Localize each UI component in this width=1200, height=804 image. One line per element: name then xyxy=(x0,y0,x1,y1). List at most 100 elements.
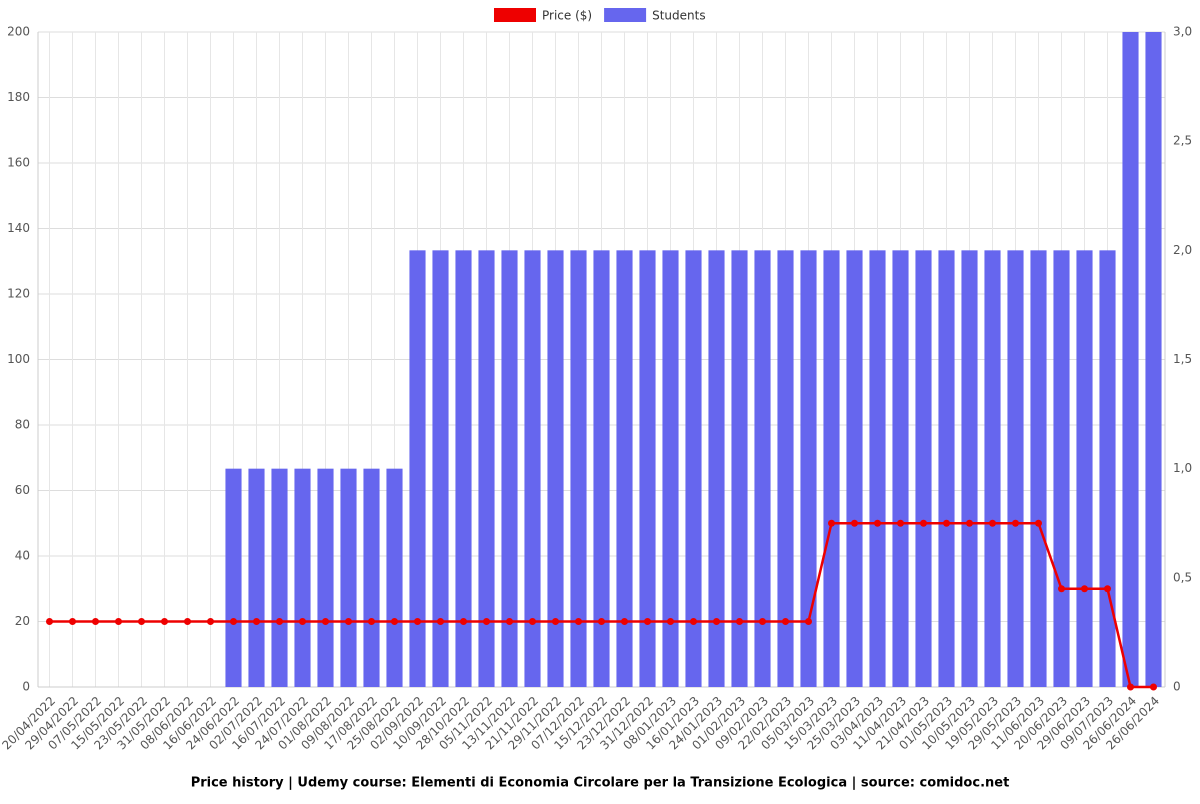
y-tick-label: 160 xyxy=(7,156,30,170)
y2-tick-label: 0 xyxy=(1173,680,1181,694)
y2-tick-label: 1,5 xyxy=(1173,352,1192,366)
bar xyxy=(708,250,725,688)
y2-tick-label: 2,0 xyxy=(1173,243,1192,257)
bar xyxy=(294,468,311,687)
price-point xyxy=(805,618,812,625)
y-tick-label: 80 xyxy=(15,418,30,432)
bar xyxy=(386,468,403,687)
price-point xyxy=(713,618,720,625)
bar xyxy=(225,468,242,687)
price-point xyxy=(437,618,444,625)
y2-tick-label: 3,0 xyxy=(1173,25,1192,39)
bar xyxy=(593,250,610,688)
price-point xyxy=(230,618,237,625)
bar xyxy=(915,250,932,688)
bar xyxy=(409,250,426,688)
bar xyxy=(823,250,840,688)
legend-swatch xyxy=(494,8,536,22)
price-point xyxy=(483,618,490,625)
price-point xyxy=(414,618,421,625)
price-point xyxy=(759,618,766,625)
price-point xyxy=(1150,683,1157,691)
price-point xyxy=(161,618,168,625)
price-point xyxy=(46,618,53,625)
bar xyxy=(846,250,863,688)
y-tick-label: 140 xyxy=(7,221,30,235)
y2-tick-label: 1,0 xyxy=(1173,461,1192,475)
bar xyxy=(1122,32,1139,687)
price-point xyxy=(874,519,881,527)
price-point xyxy=(299,618,306,625)
price-point xyxy=(989,519,996,527)
price-point xyxy=(1127,683,1134,691)
price-point xyxy=(575,618,582,625)
legend-label: Students xyxy=(652,9,706,23)
bar xyxy=(984,250,1001,688)
y2-tick-label: 2,5 xyxy=(1173,134,1192,148)
y-tick-label: 200 xyxy=(7,25,30,39)
price-point xyxy=(276,618,283,625)
price-point xyxy=(736,618,743,625)
price-point xyxy=(920,519,927,527)
price-point xyxy=(529,618,536,625)
bar xyxy=(1053,250,1070,688)
price-point xyxy=(69,618,76,625)
bar xyxy=(800,250,817,688)
legend-swatch xyxy=(604,8,647,22)
bar xyxy=(662,250,679,688)
price-point xyxy=(1104,585,1111,593)
price-point xyxy=(1035,519,1042,527)
price-point xyxy=(138,618,145,625)
price-point xyxy=(184,618,191,625)
bar xyxy=(1099,250,1116,688)
bar xyxy=(432,250,449,688)
bar xyxy=(938,250,955,688)
price-point xyxy=(345,618,352,625)
y-tick-label: 20 xyxy=(15,614,30,628)
bar xyxy=(501,250,518,688)
bar xyxy=(639,250,656,688)
price-point xyxy=(851,519,858,527)
bar xyxy=(271,468,288,687)
bar xyxy=(1030,250,1047,688)
y-tick-label: 180 xyxy=(7,90,30,104)
price-point xyxy=(782,618,789,625)
price-point xyxy=(1081,585,1088,593)
bar xyxy=(892,250,909,688)
price-point xyxy=(1012,519,1019,527)
bar xyxy=(455,250,472,688)
price-point xyxy=(92,618,99,625)
bar xyxy=(1076,250,1093,688)
price-point xyxy=(368,618,375,625)
price-point xyxy=(966,519,973,527)
bar xyxy=(616,250,633,688)
price-point xyxy=(552,618,559,625)
price-point xyxy=(322,618,329,625)
price-point xyxy=(460,618,467,625)
bar xyxy=(248,468,265,687)
price-point xyxy=(667,618,674,625)
bar xyxy=(777,250,794,688)
price-point xyxy=(207,618,214,625)
bar xyxy=(317,468,334,687)
price-point xyxy=(943,519,950,527)
chart-title: Price history | Udemy course: Elementi d… xyxy=(191,776,1010,791)
price-point xyxy=(115,618,122,625)
price-point xyxy=(506,618,513,625)
price-point xyxy=(828,519,835,527)
bar xyxy=(1145,32,1162,687)
legend-label: Price ($) xyxy=(542,9,592,23)
y2-tick-label: 0,5 xyxy=(1173,570,1192,584)
y-tick-label: 40 xyxy=(15,549,30,563)
bar xyxy=(570,250,587,688)
bar xyxy=(731,250,748,688)
bar xyxy=(1007,250,1024,688)
bar xyxy=(869,250,886,688)
bar xyxy=(363,468,380,687)
price-point xyxy=(644,618,651,625)
y-tick-label: 0 xyxy=(22,680,30,694)
bar xyxy=(961,250,978,688)
bar xyxy=(754,250,771,688)
bar xyxy=(685,250,702,688)
